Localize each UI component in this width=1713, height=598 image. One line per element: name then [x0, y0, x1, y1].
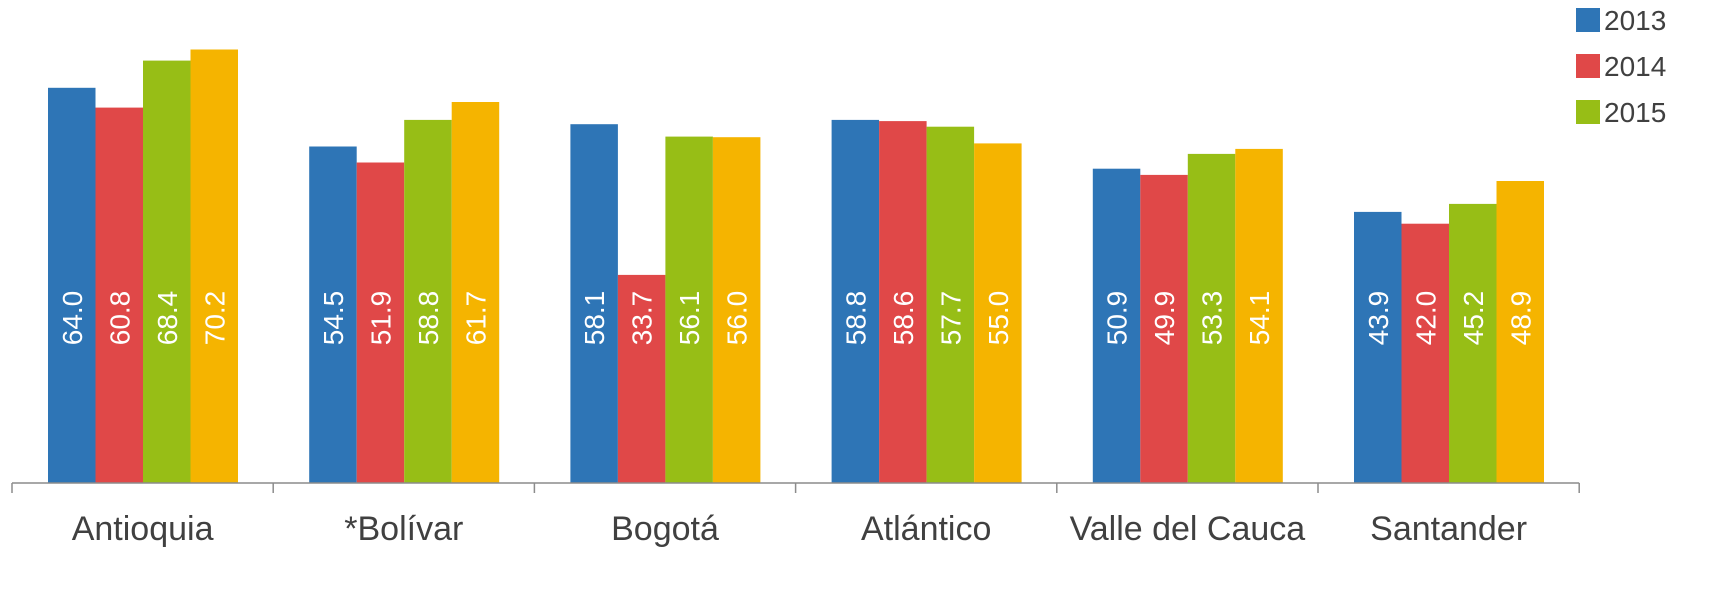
bar-2014-Antioquia — [95, 107, 143, 483]
value-label: 50.9 — [1102, 291, 1133, 346]
value-label: 58.8 — [413, 291, 444, 346]
value-label: 51.9 — [365, 291, 396, 346]
value-label: 64.0 — [57, 291, 88, 346]
bar-2015-Antioquia — [143, 60, 191, 483]
value-label: 54.1 — [1244, 291, 1275, 346]
value-label: 58.8 — [840, 291, 871, 346]
value-label: 53.3 — [1197, 291, 1228, 346]
x-axis: Antioquia *Bolívar Bogotá Atlántico Valle de… — [11, 482, 1580, 548]
bar-2015-Santander — [1449, 203, 1497, 483]
category-label: Bogotá — [611, 510, 719, 548]
legend-swatch — [1576, 8, 1600, 32]
bar-series-4-*Bolívar — [451, 102, 500, 483]
value-label: 54.5 — [318, 291, 349, 346]
bar-2014-Santander — [1401, 223, 1449, 483]
legend-label: 2015 — [1604, 97, 1666, 128]
bar-2014-Atlántico — [879, 121, 927, 483]
value-label: 56.0 — [722, 291, 753, 346]
category-label: *Bolívar — [344, 510, 463, 548]
value-label: 70.2 — [199, 291, 230, 346]
bar-2015-Valle del Cauca — [1187, 153, 1236, 483]
category-label: Valle del Cauca — [1070, 510, 1306, 548]
value-label: 68.4 — [152, 291, 183, 346]
value-label: 61.7 — [460, 291, 491, 346]
value-label: 57.7 — [935, 291, 966, 346]
category-label: Santander — [1370, 510, 1527, 548]
category-label: Atlántico — [861, 510, 991, 548]
bar-2013-Antioquia — [48, 87, 96, 484]
value-label: 45.2 — [1458, 291, 1489, 346]
bar-2014-Bogotá — [617, 274, 666, 483]
value-label: 56.1 — [674, 291, 705, 346]
bar-2015-*Bolívar — [404, 119, 452, 484]
value-label: 58.6 — [888, 291, 919, 346]
bar-series-4-Bogotá — [712, 137, 761, 483]
bar-2015-Bogotá — [665, 136, 713, 483]
value-label: 43.9 — [1363, 291, 1394, 346]
value-label: 48.9 — [1505, 291, 1536, 346]
bars-layer — [48, 49, 1544, 484]
bar-2015-Atlántico — [926, 126, 975, 483]
value-label: 33.7 — [627, 291, 658, 346]
legend-label: 2013 — [1604, 5, 1666, 36]
value-labels-layer: 64.0 54.5 58.1 58.8 50.9 43.9 60.8 51.9 33.7 58.6… — [57, 291, 1537, 346]
bar-series-4-Santander — [1496, 181, 1544, 483]
value-label: 58.1 — [579, 291, 610, 346]
legend: 2013 2014 2015 — [1576, 5, 1666, 128]
value-label: 55.0 — [983, 291, 1014, 346]
bar-2013-Atlántico — [831, 119, 880, 484]
bar-series-4-Atlántico — [974, 143, 1022, 483]
bar-2013-Bogotá — [570, 124, 618, 483]
bar-2014-Valle del Cauca — [1140, 174, 1188, 483]
value-label: 60.8 — [104, 291, 135, 346]
bar-2013-Santander — [1354, 211, 1402, 483]
legend-swatch — [1576, 54, 1600, 78]
bar-2013-*Bolívar — [309, 146, 357, 483]
bar-2014-*Bolívar — [356, 162, 405, 483]
value-label: 42.0 — [1410, 291, 1441, 346]
legend-swatch — [1576, 100, 1600, 124]
bar-2013-Valle del Cauca — [1092, 168, 1141, 483]
bar-series-4-Antioquia — [190, 49, 238, 483]
bar-series-4-Valle del Cauca — [1235, 148, 1283, 483]
category-label: Antioquia — [72, 510, 214, 548]
value-label: 49.9 — [1149, 291, 1180, 346]
legend-label: 2014 — [1604, 51, 1666, 82]
